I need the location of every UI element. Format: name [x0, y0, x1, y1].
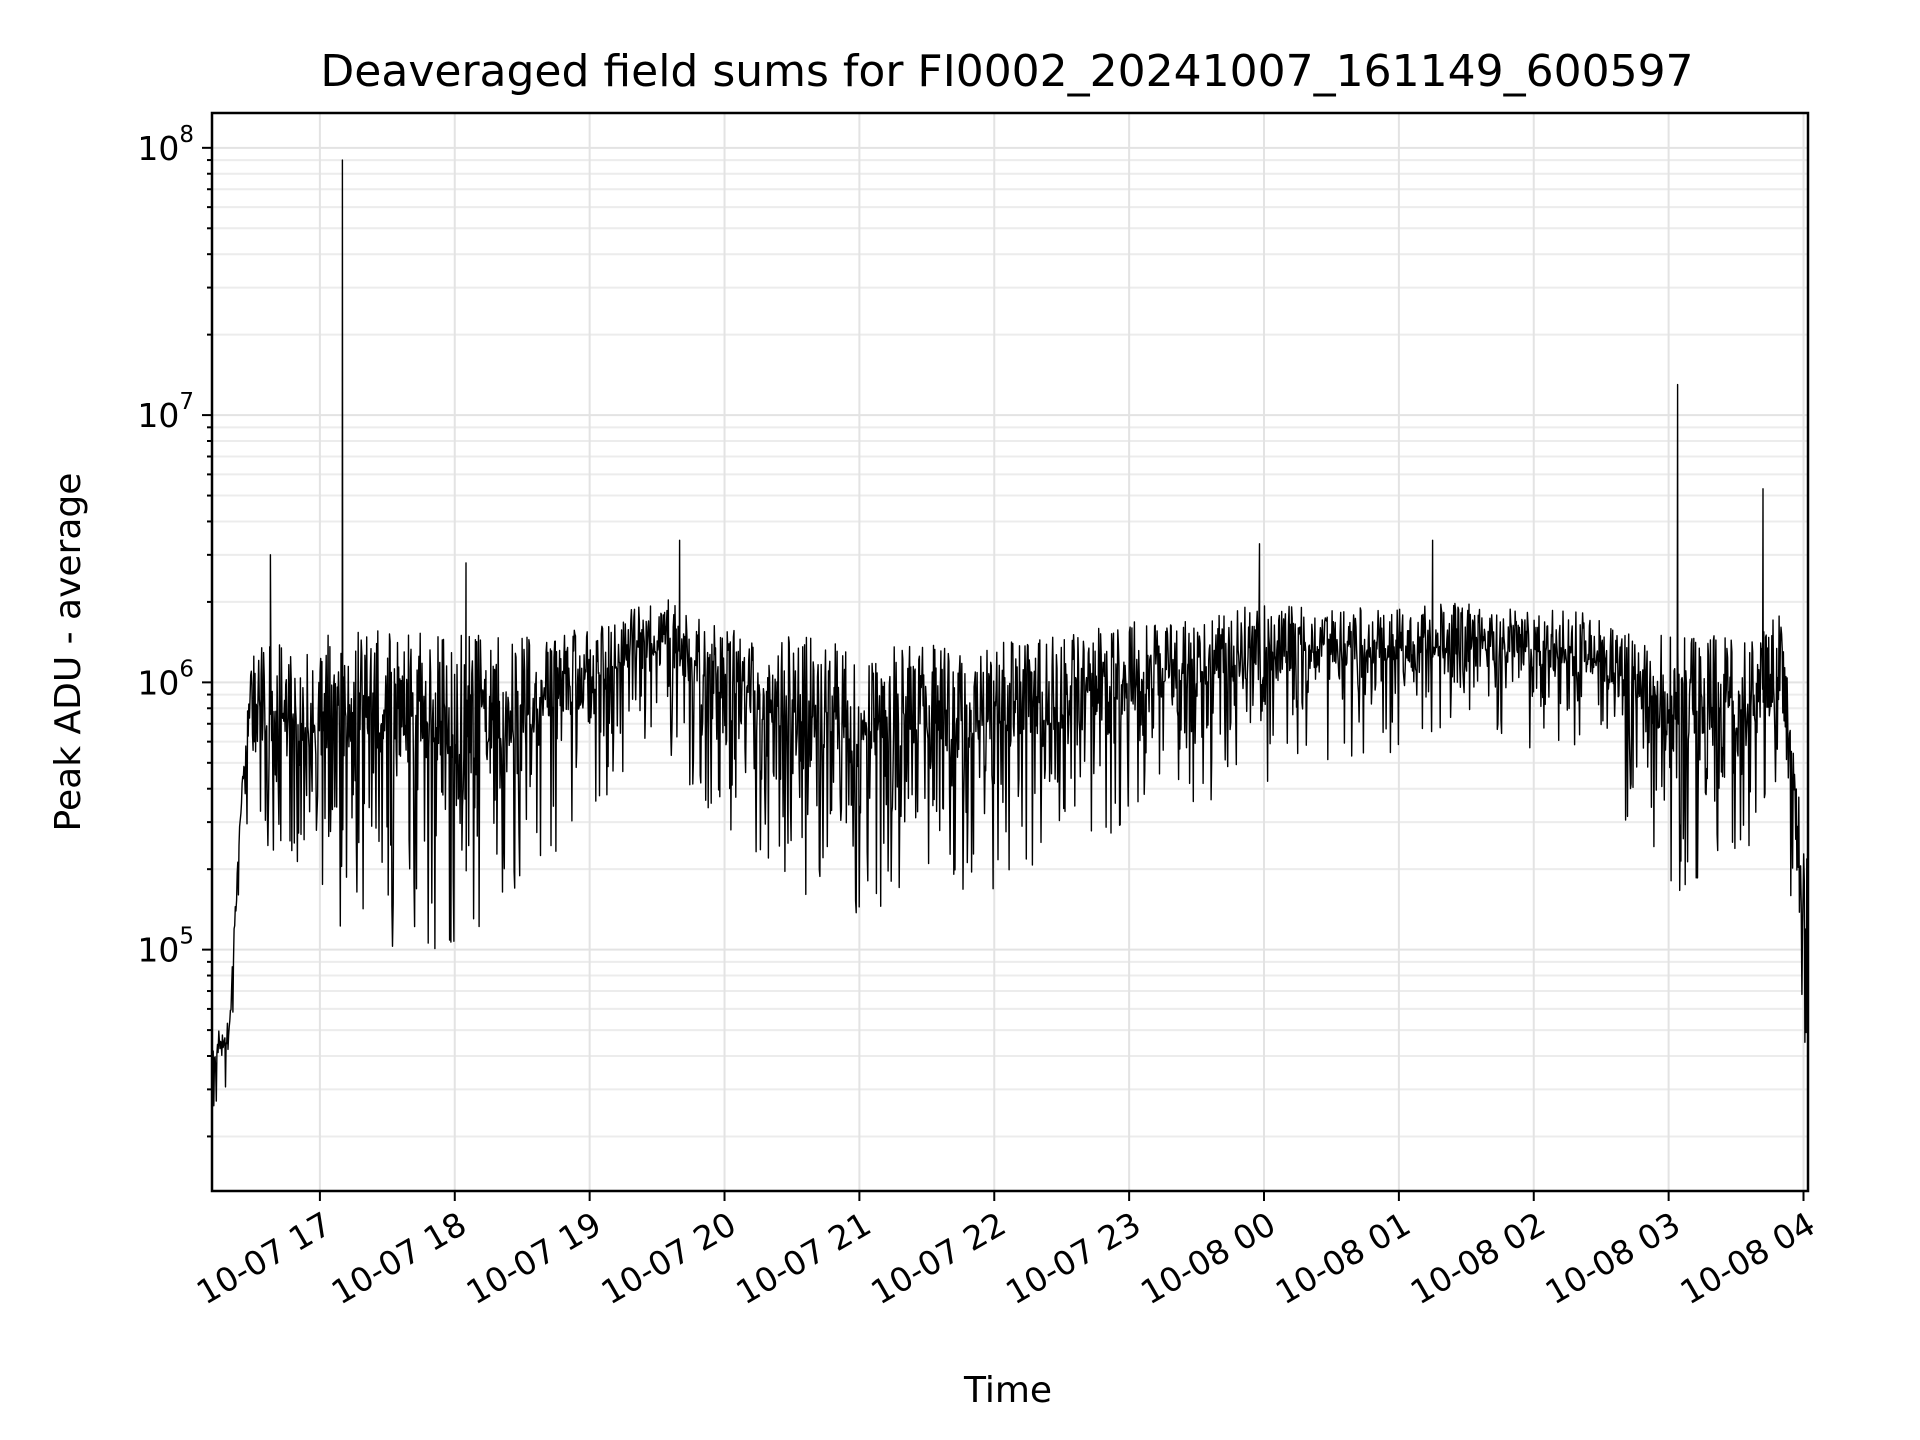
- data-trace: [211, 159, 1809, 1107]
- y-tick-label-exponent: 6: [179, 656, 194, 682]
- y-tick-label-exponent: 8: [179, 122, 194, 148]
- y-tick-label: 107: [137, 389, 194, 435]
- chart-title: Deaveraged field sums for FI0002_2024100…: [320, 46, 1693, 97]
- y-tick-label: 108: [137, 122, 194, 168]
- y-tick-label-exponent: 7: [179, 389, 194, 415]
- y-tick-label-exponent: 5: [179, 924, 194, 950]
- y-tick-label: 106: [137, 656, 194, 702]
- y-axis-label: Peak ADU - average: [48, 473, 89, 832]
- x-axis-label: Time: [963, 1370, 1052, 1411]
- plot-frame: [210, 111, 1810, 1193]
- series-line: [211, 159, 1809, 1107]
- y-tick-label-base: 10: [137, 129, 179, 168]
- y-tick-label-base: 10: [137, 931, 179, 970]
- y-tick-label-base: 10: [137, 663, 179, 702]
- y-tick-label: 105: [137, 924, 194, 970]
- y-tick-label-base: 10: [137, 396, 179, 435]
